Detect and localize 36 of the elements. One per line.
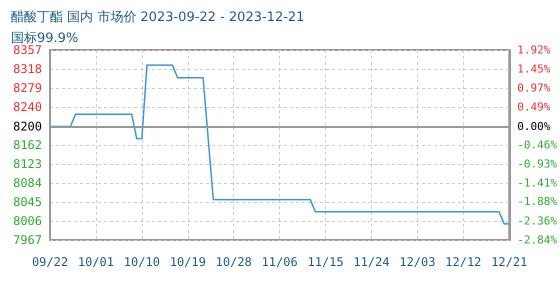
chart-title: 醋酸丁酯 国内 市场价 2023-09-22 - 2023-12-21 (11, 10, 304, 25)
y-tick-label: 8123 (13, 157, 42, 171)
x-tick-label: 11/15 (307, 255, 344, 269)
x-tick-label: 10/28 (216, 255, 252, 269)
y-tick-label: 7967 (13, 233, 42, 247)
y-tick-label: 8357 (13, 43, 42, 57)
x-tick-label: 11/06 (262, 255, 298, 269)
y2-tick-label: 0.49% (517, 100, 551, 114)
x-tick-label: 10/19 (170, 255, 206, 269)
y-tick-label: 8162 (13, 138, 42, 152)
y2-tick-label: 0.97% (517, 81, 551, 94)
x-tick-label: 12/12 (445, 255, 482, 269)
y2-tick-label: -1.41% (517, 176, 558, 190)
y2-tick-label: -1.88% (517, 195, 558, 208)
x-tick-label: 12/21 (491, 255, 528, 269)
y-tick-label: 8006 (13, 214, 42, 228)
y2-tick-label: 1.92% (517, 44, 551, 56)
x-tick-label: 10/01 (78, 255, 114, 269)
x-tick-label: 11/24 (353, 255, 390, 269)
line-series (49, 64, 510, 225)
y2-tick-label: -2.84% (517, 234, 558, 246)
y2-tick-label: -0.46% (517, 138, 558, 152)
y-tick-label: 8084 (13, 176, 42, 190)
y-tick-label: 8279 (13, 81, 42, 95)
y-tick-label: 8045 (13, 195, 42, 209)
y-tick-label: 8240 (13, 100, 42, 114)
x-tick-label: 09/22 (32, 255, 68, 269)
y2-tick-label: -0.93% (517, 157, 558, 170)
y2-tick-label: 0.00% (517, 120, 551, 134)
y-tick-label: 8200 (13, 119, 42, 134)
y-tick-label: 8318 (13, 62, 42, 76)
x-tick-label: 10/10 (124, 255, 160, 269)
y2-tick-label: -2.36% (517, 214, 558, 228)
x-tick-label: 12/03 (399, 255, 436, 269)
chart-subtitle: 国标99.9% (11, 31, 78, 46)
y2-tick-label: 1.45% (517, 62, 551, 76)
